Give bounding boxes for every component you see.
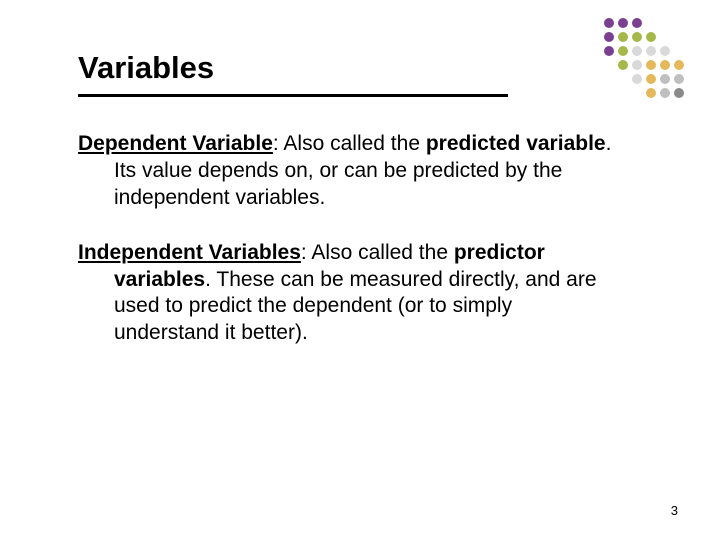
grid-dot <box>660 74 670 84</box>
page-number: 3 <box>671 503 678 518</box>
grid-dot <box>604 32 614 42</box>
grid-dot <box>646 74 656 84</box>
slide: Variables Dependent Variable: Also calle… <box>0 0 720 540</box>
grid-dot <box>674 74 684 84</box>
grid-dot <box>646 60 656 70</box>
slide-title: Variables <box>78 50 642 86</box>
grid-dot <box>604 46 614 56</box>
grid-dot <box>632 18 642 28</box>
definition-dependent-aka: predicted variable <box>426 132 606 155</box>
grid-dot <box>618 60 628 70</box>
grid-dot <box>674 60 684 70</box>
grid-dot <box>646 46 656 56</box>
grid-dot <box>660 88 670 98</box>
grid-dot <box>618 18 628 28</box>
grid-dot <box>646 88 656 98</box>
definition-independent: Independent Variables: Also called the p… <box>78 240 618 348</box>
grid-dot <box>618 32 628 42</box>
grid-dot <box>674 88 684 98</box>
grid-dot <box>632 46 642 56</box>
body-content: Dependent Variable: Also called the pred… <box>78 131 618 347</box>
grid-dot <box>632 74 642 84</box>
decorative-dot-grid <box>604 18 686 100</box>
grid-dot <box>660 46 670 56</box>
grid-dot <box>632 32 642 42</box>
definition-dependent-term: Dependent Variable <box>78 132 273 155</box>
definition-dependent: Dependent Variable: Also called the pred… <box>78 131 618 212</box>
grid-dot <box>646 32 656 42</box>
grid-dot <box>604 18 614 28</box>
grid-dot <box>618 46 628 56</box>
grid-dot <box>660 60 670 70</box>
definition-independent-term: Independent Variables <box>78 241 301 264</box>
grid-dot <box>632 60 642 70</box>
title-divider <box>78 94 508 97</box>
